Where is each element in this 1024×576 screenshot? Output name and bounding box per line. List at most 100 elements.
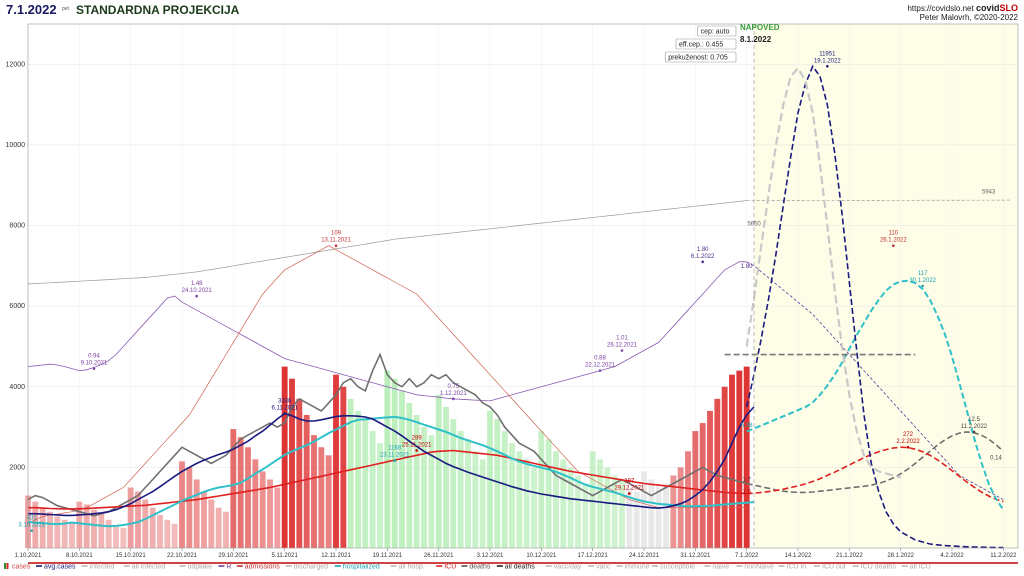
x-tick-label: 15.10.2021 (116, 553, 147, 559)
y-tick-label: 8000 (9, 223, 25, 230)
annotation-date: 24.10.2021 (182, 288, 213, 294)
y-tick-label: 4000 (9, 384, 25, 391)
cases-bar (626, 487, 633, 548)
legend-item-label: avg.cases (44, 564, 76, 571)
legend-item-label: all ICU (910, 564, 931, 571)
cases-bar (215, 507, 222, 548)
x-tick-label: 8.10.2021 (66, 553, 93, 559)
cases-bar (604, 467, 611, 548)
x-tick-label: 14.1.2022 (785, 553, 812, 559)
cases-bar (736, 370, 743, 548)
hospitalized-forecast-line (746, 279, 1005, 511)
legend-item-label: nonNaive (744, 564, 774, 571)
legend-item-label: R (226, 564, 231, 571)
cases-bar (582, 483, 589, 548)
deaths-forecast-line (746, 431, 1004, 494)
annotation-value: 0.75 (447, 384, 459, 390)
annotation-point (628, 492, 631, 495)
axes: 2000 4000 6000 8000 10000 12000 1.10.2021 8.10.… (6, 23, 1019, 559)
annotation-date: 6.11.2021 (272, 405, 299, 411)
icu-forecast-line (746, 446, 1004, 503)
cases-bar (223, 511, 229, 548)
y-tick-label: 6000 (9, 303, 25, 310)
cases-bar (355, 410, 361, 548)
y-tick-label: 2000 (9, 464, 25, 471)
forecast-region (754, 24, 1018, 548)
annotation-point (826, 64, 829, 68)
annotation-point (393, 459, 396, 462)
cases-bar (406, 402, 413, 548)
cases-bar (83, 504, 90, 548)
source-url[interactable]: https://covidslo.net (907, 4, 974, 13)
avg-cases-forecast-line (745, 64, 1004, 549)
cases-bar (259, 471, 266, 548)
cases-bar (707, 410, 713, 548)
annotation-value: 1.80 (697, 247, 709, 253)
parameter-text: eff.cep.: 0.455 (679, 42, 723, 49)
cases-bar (714, 398, 721, 548)
legend-item-label: cases (12, 564, 31, 571)
header-date: 7.1.2022 (6, 2, 57, 17)
annotation-value: 431 (27, 516, 38, 522)
annotation-date: 26.12.2021 (607, 342, 638, 348)
legend-item-label: ICU deaths (861, 564, 897, 571)
cases-bar (509, 443, 515, 548)
cases-bar (377, 443, 383, 548)
cases-bar (611, 475, 618, 548)
x-tick-label: 28.1.2022 (887, 553, 914, 559)
x-tick-label: 29.10.2021 (218, 553, 249, 559)
cases-bar (619, 479, 625, 548)
annotation-point (92, 367, 96, 370)
cases-bar (479, 459, 486, 548)
annotation-value: 117 (918, 271, 928, 277)
legend-item-label: hospitalized (343, 564, 380, 571)
value-label: 5943 (982, 189, 996, 195)
value-label: 1.80 (741, 264, 753, 270)
header-title: STANDARDNA PROJEKCIJA (76, 3, 240, 17)
admissions-line (27, 245, 747, 525)
value-label: 1.7 (742, 477, 751, 483)
x-tick-label: 22.10.2021 (167, 553, 198, 559)
x-tick-label: 4.2.2022 (940, 553, 964, 559)
cases-bar (413, 414, 420, 548)
cases-bar (230, 429, 237, 548)
cases-bar (641, 471, 647, 548)
x-tick-label: 10.12.2021 (526, 553, 557, 559)
annotation-point (892, 244, 895, 247)
annotation-date: 6.1.2022 (691, 254, 715, 260)
cases-bar (633, 491, 640, 548)
annotation-point (972, 430, 976, 434)
legend-item-label: all hosp. (399, 564, 425, 571)
cases-bar (435, 394, 442, 548)
icu-line (28, 449, 747, 510)
annotation-value: 0.94 (88, 354, 100, 360)
annotation-value: 11951 (819, 51, 836, 57)
deaths-line (27, 352, 747, 517)
cases-bar (296, 398, 303, 548)
annotation-value: 0.88 (594, 356, 606, 362)
cases-bar (501, 431, 508, 548)
cases-bar (76, 501, 83, 548)
parameter-box (664, 51, 737, 63)
parameter-boxes: cep: auto eff.cep.: 0.455 prekuženost: 0.7… (664, 25, 737, 63)
cases-bar (267, 479, 273, 548)
cases-bar (391, 378, 398, 548)
r-forecast-line (746, 261, 1004, 500)
x-tick-label: 24.12.2021 (629, 553, 660, 559)
legend-item-label: discharged (294, 564, 328, 571)
cases-bar (32, 501, 39, 548)
annotation-value: 12.5 (968, 417, 980, 423)
value-label: 5650 (747, 222, 761, 228)
cases-bar (135, 491, 141, 548)
annotation-point (283, 412, 286, 415)
cases-bar (567, 467, 574, 548)
legend-item-label: odpłake (188, 564, 213, 571)
annotation-date: 19.1.2022 (814, 58, 841, 64)
hospitalized-line (27, 415, 755, 528)
cases-bar (589, 451, 596, 548)
annotation-value: 1.48 (191, 281, 203, 287)
source-line: https://covidslo.net covidSLO (907, 3, 1018, 13)
cases-bar (149, 507, 156, 548)
cases-bar (531, 467, 537, 548)
